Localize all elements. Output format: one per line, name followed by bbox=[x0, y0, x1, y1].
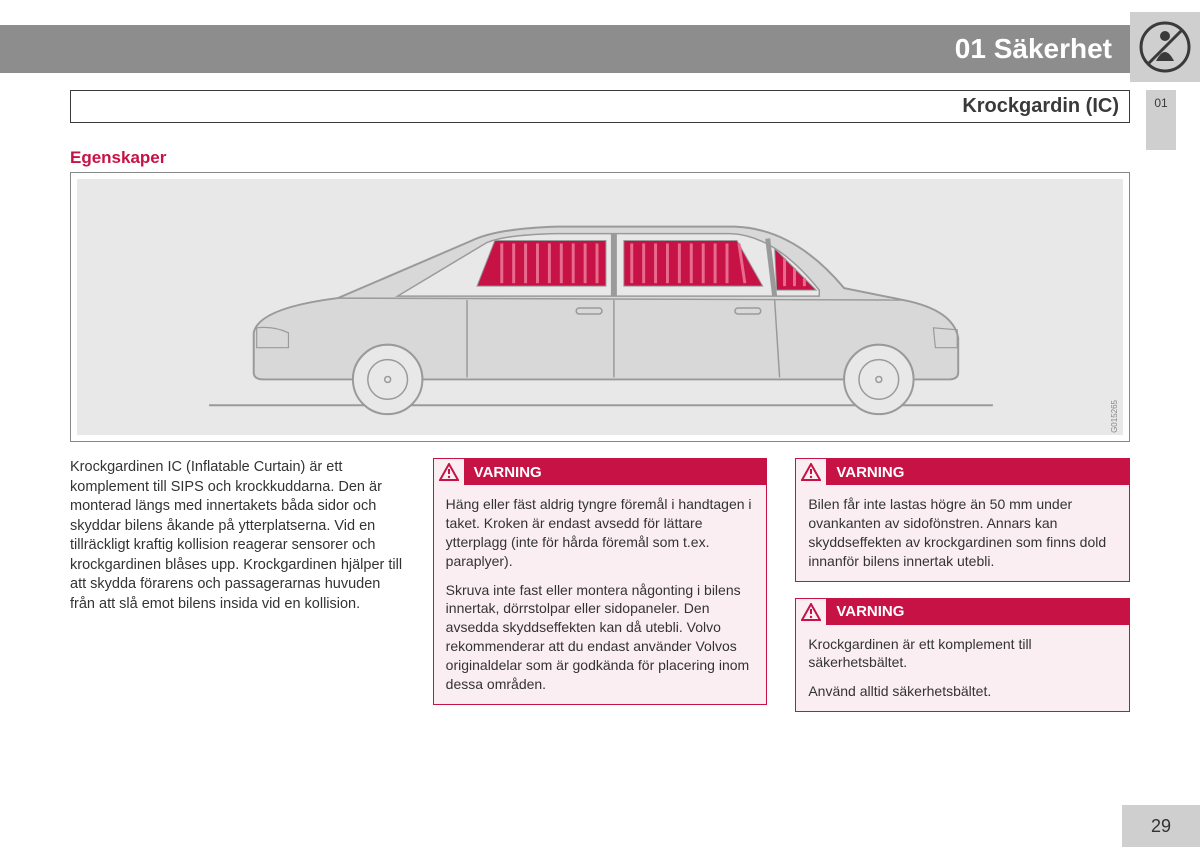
warning-body: Krockgardinen är ett komplement till säk… bbox=[796, 625, 1129, 712]
warning-header: VARNING bbox=[434, 459, 767, 485]
side-tab: 01 bbox=[1146, 90, 1176, 150]
figure-code: G015265 bbox=[1110, 400, 1119, 433]
warning-box-1: VARNING Häng eller fäst aldrig tyngre fö… bbox=[433, 458, 768, 705]
body-paragraph: Krockgardinen IC (Inflatable Curtain) är… bbox=[70, 458, 405, 615]
warning-label: VARNING bbox=[474, 464, 542, 481]
warning-icon bbox=[796, 599, 826, 625]
figure-container: G015265 bbox=[70, 172, 1130, 442]
content-columns: Krockgardinen IC (Inflatable Curtain) är… bbox=[70, 458, 1130, 728]
warning-body: Häng eller fäst aldrig tyngre föremål i … bbox=[434, 485, 767, 704]
warning-icon bbox=[796, 459, 826, 485]
warning-box-2: VARNING Bilen får inte lastas högre än 5… bbox=[795, 458, 1130, 582]
column-2: VARNING Häng eller fäst aldrig tyngre fö… bbox=[433, 458, 768, 728]
column-1: Krockgardinen IC (Inflatable Curtain) är… bbox=[70, 458, 405, 728]
side-tab-label: 01 bbox=[1154, 96, 1167, 110]
warning-icon bbox=[434, 459, 464, 485]
warning-body: Bilen får inte lastas högre än 50 mm und… bbox=[796, 485, 1129, 581]
page-number-value: 29 bbox=[1151, 816, 1171, 837]
warning-label: VARNING bbox=[836, 603, 904, 620]
warning-text: Använd alltid säkerhetsbältet. bbox=[808, 682, 1117, 701]
warning-text: Häng eller fäst aldrig tyngre föremål i … bbox=[446, 495, 755, 571]
seatbelt-icon bbox=[1139, 21, 1191, 73]
warning-text: Bilen får inte lastas högre än 50 mm und… bbox=[808, 495, 1117, 571]
warning-text: Krockgardinen är ett komplement till säk… bbox=[808, 635, 1117, 673]
warning-header: VARNING bbox=[796, 599, 1129, 625]
page-number: 29 bbox=[1122, 805, 1200, 847]
section-heading: Egenskaper bbox=[70, 148, 166, 168]
page-title: Krockgardin (IC) bbox=[962, 95, 1119, 117]
chapter-title: 01 Säkerhet bbox=[955, 33, 1112, 65]
warning-text: Skruva inte fast eller montera någonting… bbox=[446, 581, 755, 694]
car-illustration bbox=[77, 179, 1123, 435]
warning-header: VARNING bbox=[796, 459, 1129, 485]
page-title-box: Krockgardin (IC) bbox=[70, 90, 1130, 123]
chapter-header: 01 Säkerhet bbox=[0, 25, 1130, 73]
warning-label: VARNING bbox=[836, 464, 904, 481]
column-3: VARNING Bilen får inte lastas högre än 5… bbox=[795, 458, 1130, 728]
warning-box-3: VARNING Krockgardinen är ett komplement … bbox=[795, 598, 1130, 713]
seatbelt-icon-tile bbox=[1130, 12, 1200, 82]
figure-bg: G015265 bbox=[77, 179, 1123, 435]
